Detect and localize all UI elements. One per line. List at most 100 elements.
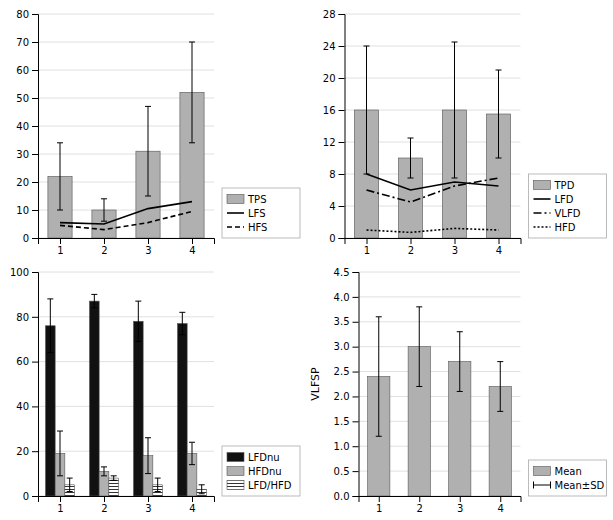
tick-mark <box>60 496 61 502</box>
grid-line <box>38 14 214 15</box>
tick-label: 20 <box>16 177 29 188</box>
panel: 010203040506070801234TPSLFSHFS <box>16 9 300 256</box>
tick-label: 0.0 <box>334 491 350 502</box>
tick-label: 3.0 <box>334 341 350 352</box>
legend-label: VLFD <box>555 208 581 219</box>
error-bar <box>101 467 107 476</box>
y-tick: 40 <box>16 121 38 132</box>
chart-root: 010203040506070801234TPSLFSHFS0481216202… <box>0 0 613 520</box>
axis-line <box>345 239 521 245</box>
grid-line <box>38 70 214 71</box>
y-tick: 4 <box>329 201 344 212</box>
legend-swatch <box>534 198 551 200</box>
tick-label: 1.0 <box>334 441 350 452</box>
tick-mark <box>32 70 38 71</box>
x-tick: 4 <box>496 238 502 256</box>
y-tick: 20 <box>16 177 38 188</box>
tick-mark <box>353 347 359 348</box>
tick-mark <box>353 297 359 298</box>
tick-mark <box>353 396 359 397</box>
plot-area <box>368 307 512 496</box>
tick-label: 0 <box>329 233 335 244</box>
error-bar <box>457 332 463 392</box>
tick-label: 2 <box>417 503 423 514</box>
tick-label: 1 <box>57 503 63 514</box>
tick-mark <box>339 238 345 239</box>
tick-label: 0 <box>23 233 29 244</box>
axis-line <box>339 15 346 239</box>
tick-label: 4 <box>498 503 504 514</box>
tick-label: 4 <box>189 245 195 256</box>
error-bar <box>111 476 117 480</box>
tick-label: 28 <box>323 9 336 20</box>
tick-label: 40 <box>16 121 29 132</box>
tick-mark <box>32 98 38 99</box>
error-bar <box>179 312 185 334</box>
legend-box <box>222 188 300 238</box>
tick-label: 1 <box>57 245 63 256</box>
legend-label: HFDnu <box>248 466 282 477</box>
legend-label: Mean±SD <box>555 480 605 491</box>
y-tick: 60 <box>16 65 38 76</box>
tick-label: 2.0 <box>334 391 350 402</box>
tick-mark <box>367 238 368 244</box>
plot-area <box>45 294 206 496</box>
y-tick: 40 <box>16 401 38 412</box>
tick-label: 60 <box>16 356 29 367</box>
legend-item: HFS <box>227 222 267 233</box>
legend-item: LFD/HFD <box>227 480 292 491</box>
bar-series <box>354 110 510 238</box>
legend-swatch <box>227 195 244 204</box>
y-tick: 0.5 <box>334 466 359 477</box>
tick-mark <box>192 496 193 502</box>
y-tick: 4.5 <box>334 267 359 278</box>
grid <box>359 272 521 496</box>
tick-mark <box>353 372 359 373</box>
y-tick: 0.0 <box>334 491 359 502</box>
x-axis: 1234 <box>39 496 215 514</box>
x-tick: 2 <box>408 238 414 256</box>
tick-mark <box>411 238 412 244</box>
tick-mark <box>455 238 456 244</box>
tick-mark <box>339 174 345 175</box>
y-axis: 0.00.51.01.52.02.53.03.54.04.5 <box>334 267 359 502</box>
tick-mark <box>353 446 359 447</box>
y-tick: 20 <box>16 446 38 457</box>
tick-mark <box>32 126 38 127</box>
y-tick: 1.5 <box>334 416 359 427</box>
grid-line <box>359 272 521 273</box>
error-bar <box>452 42 458 178</box>
legend-swatch <box>227 212 244 214</box>
tick-mark <box>148 238 149 244</box>
y-tick: 70 <box>16 37 38 48</box>
tick-mark <box>339 110 345 111</box>
tick-label: 4.5 <box>334 267 350 278</box>
tick-label: 60 <box>16 65 29 76</box>
plot-area <box>48 42 204 238</box>
tick-mark <box>32 496 38 497</box>
legend-swatch <box>227 467 244 476</box>
error-bar <box>189 42 195 143</box>
tick-mark <box>32 238 38 239</box>
tick-mark <box>500 496 501 502</box>
legend-swatch <box>534 482 551 489</box>
legend-item: Mean±SD <box>534 480 605 491</box>
error-bar <box>408 138 414 178</box>
legend-swatch <box>227 226 244 228</box>
x-axis: 1234 <box>39 238 215 256</box>
axis-line <box>39 239 215 245</box>
tick-mark <box>60 238 61 244</box>
grid-line <box>38 451 214 452</box>
error-bar <box>135 301 141 341</box>
tick-label: 80 <box>16 312 29 323</box>
legend-item: TPS <box>227 194 267 205</box>
tick-mark <box>353 272 359 273</box>
x-tick: 4 <box>498 496 504 514</box>
tick-mark <box>32 451 38 452</box>
error-bar <box>145 106 151 196</box>
tick-label: 3 <box>145 503 151 514</box>
tick-label: 2.5 <box>334 366 350 377</box>
grid-line <box>345 14 521 15</box>
legend-swatch <box>534 181 551 190</box>
x-tick: 2 <box>417 496 423 514</box>
